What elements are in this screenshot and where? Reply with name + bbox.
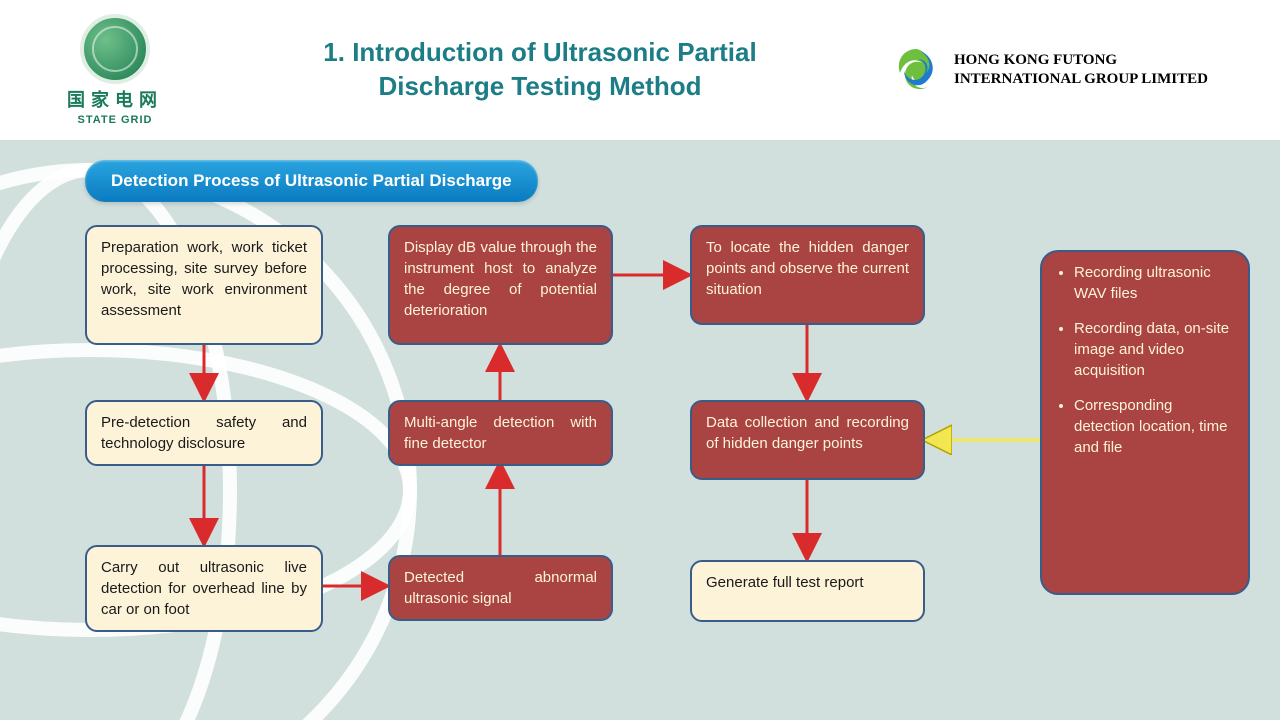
section-badge: Detection Process of Ultrasonic Partial … [85,160,538,202]
flow-node-n2: Pre-detection safety and technology disc… [85,400,323,466]
state-grid-logo: 国家电网 STATE GRID [40,14,190,126]
page-title: 1. Introduction of Ultrasonic Partial Di… [190,36,890,104]
title-line2: Discharge Testing Method [190,70,890,104]
header-bar: 国家电网 STATE GRID 1. Introduction of Ultra… [0,0,1280,140]
bullet-item: Recording data, on-site image and video … [1074,318,1234,381]
state-grid-cn: 国家电网 [67,86,163,112]
flow-node-n1: Preparation work, work ticket processing… [85,225,323,345]
flow-node-n6: Display dB value through the instrument … [388,225,613,345]
company-name: HONG KONG FUTONG INTERNATIONAL GROUP LIM… [954,51,1208,90]
flow-node-n9: Generate full test report [690,560,925,622]
bullet-item: Corresponding detection location, time a… [1074,395,1234,458]
company-line2: INTERNATIONAL GROUP LIMITED [954,70,1208,90]
flow-node-n4: Detected abnormal ultrasonic signal [388,555,613,621]
flow-node-n5: Multi-angle detection with fine detector [388,400,613,466]
flow-node-n3: Carry out ultrasonic live detection for … [85,545,323,632]
company-logo: HONG KONG FUTONG INTERNATIONAL GROUP LIM… [890,43,1260,97]
flow-node-n7: To locate the hidden danger points and o… [690,225,925,325]
flow-node-n8: Data collection and recording of hidden … [690,400,925,480]
company-line1: HONG KONG FUTONG [954,51,1208,71]
bullet-item: Recording ultrasonic WAV files [1074,262,1234,304]
state-grid-icon [80,14,150,84]
title-line1: 1. Introduction of Ultrasonic Partial [190,36,890,70]
flow-node-n10: Recording ultrasonic WAV files Recording … [1040,250,1250,595]
state-grid-en: STATE GRID [78,114,153,126]
swirl-icon [890,43,944,97]
